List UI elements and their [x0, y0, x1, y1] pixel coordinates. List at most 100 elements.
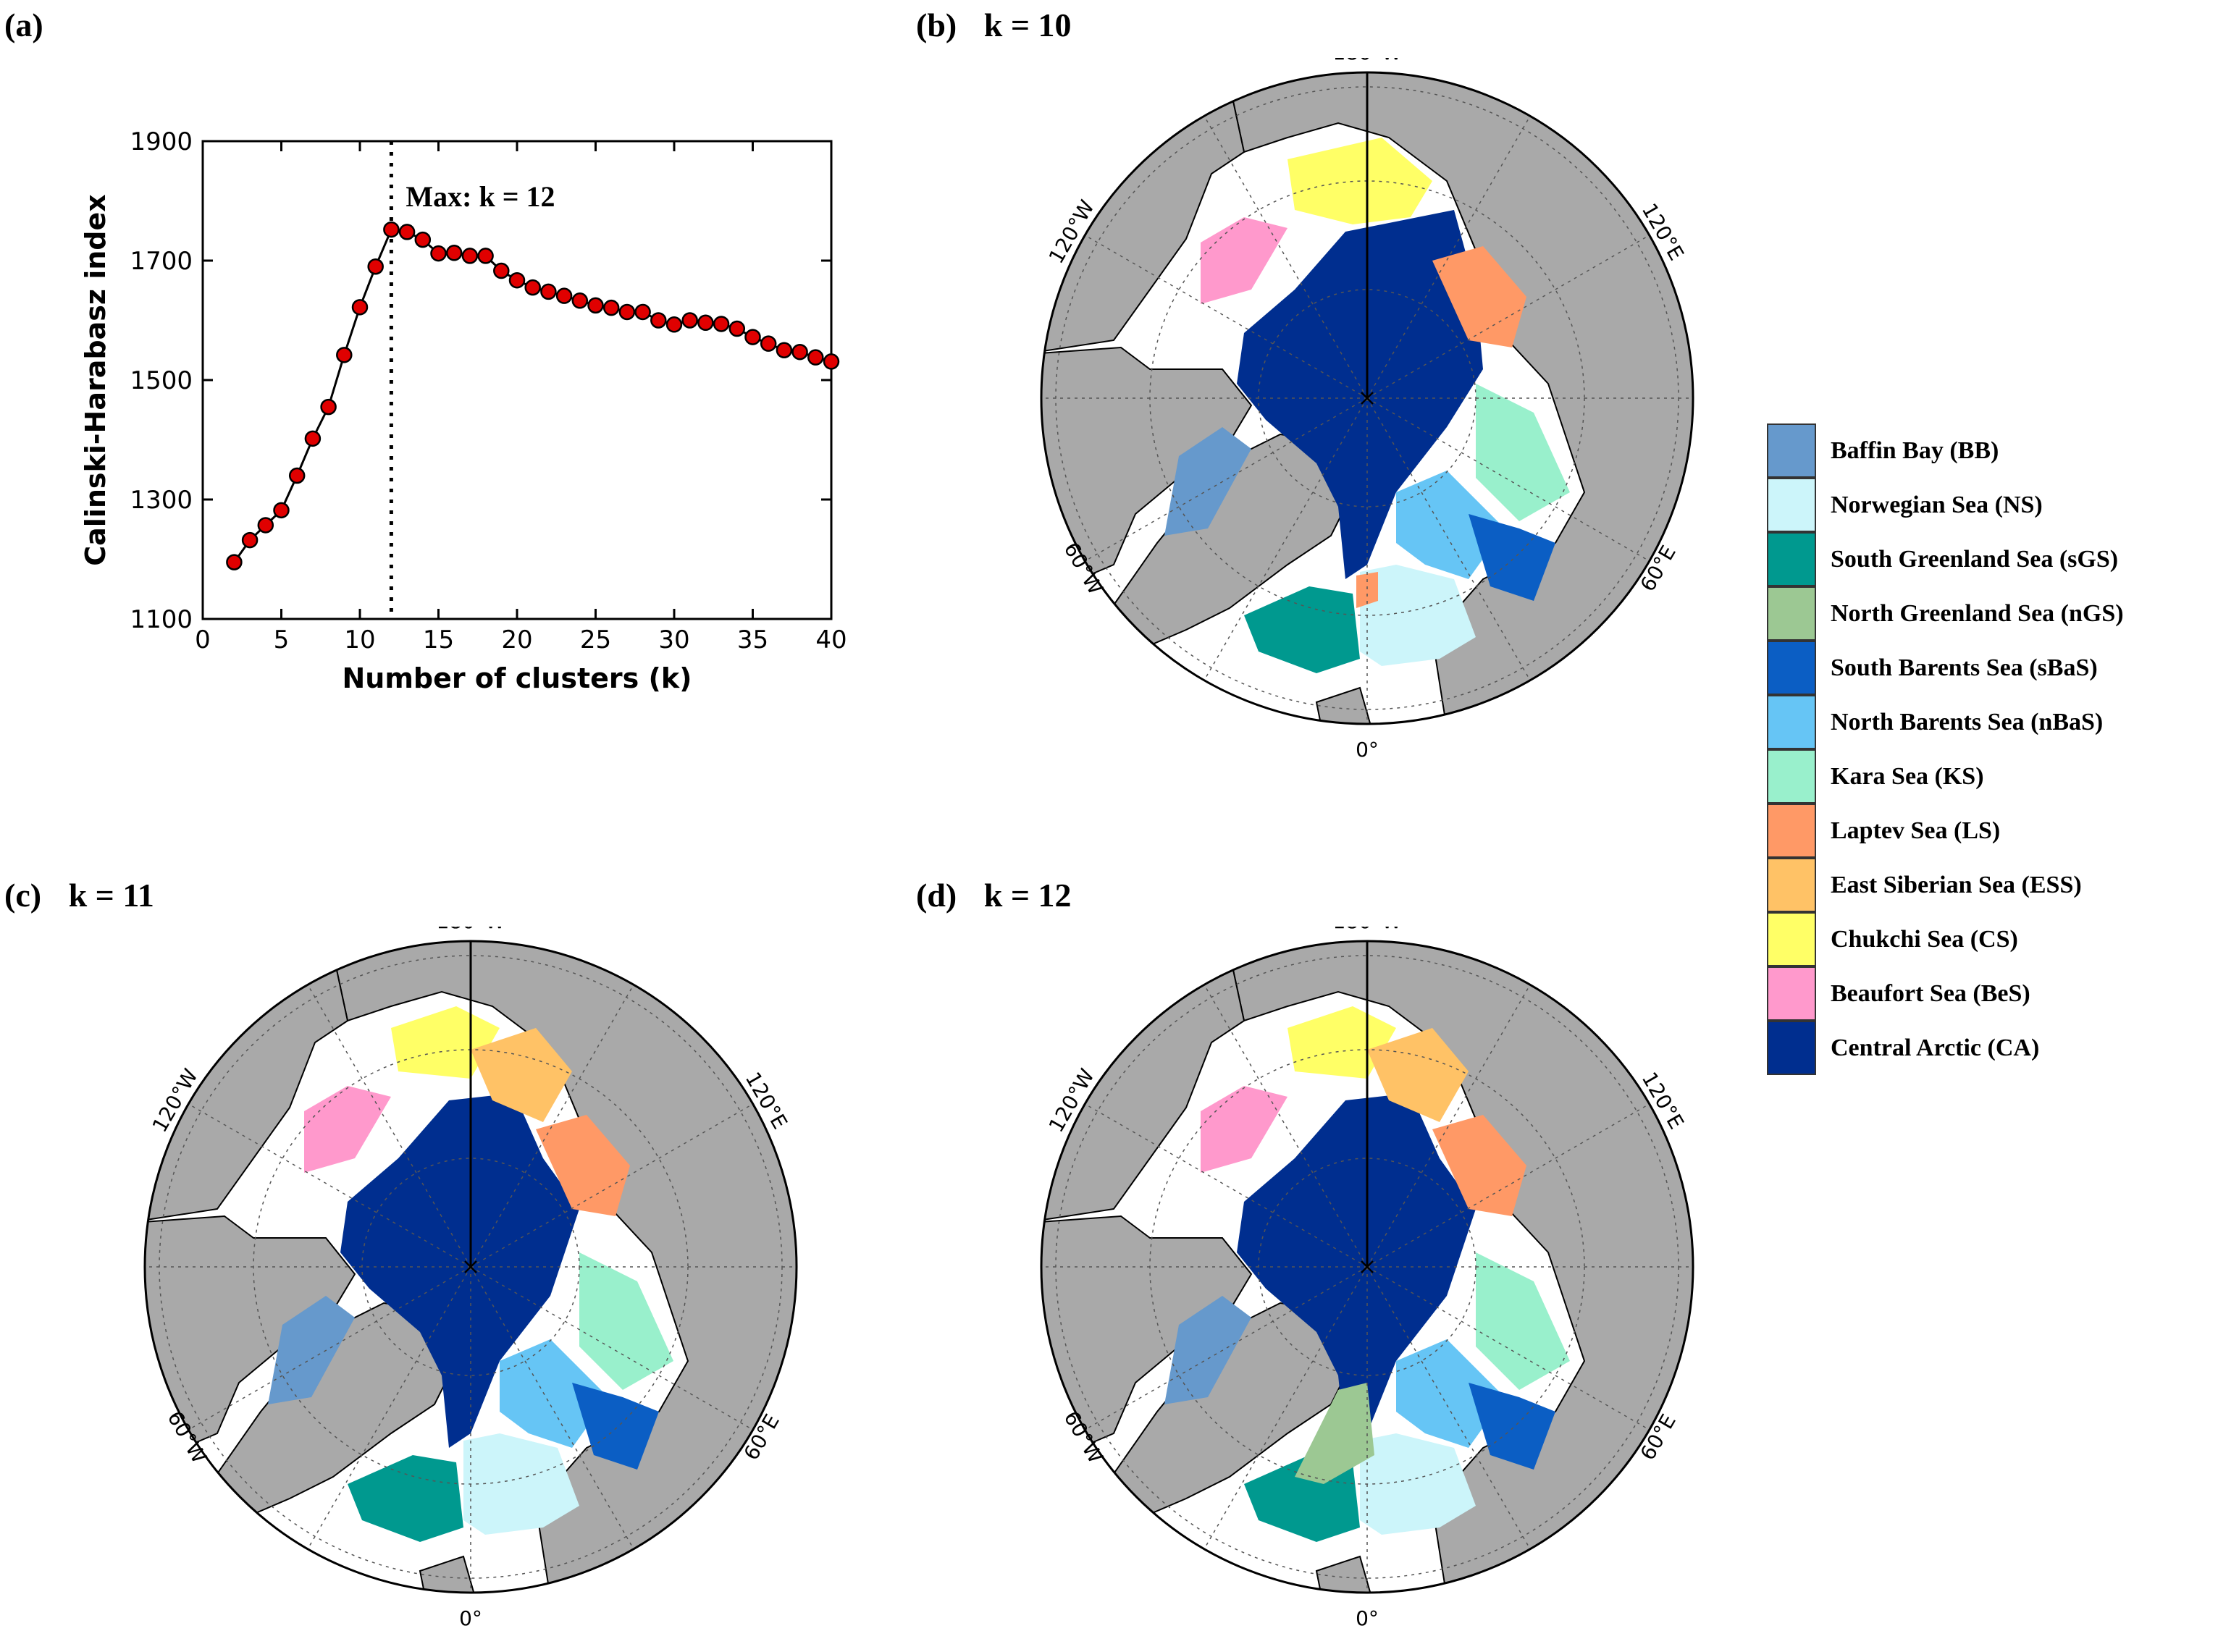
panel-b-label: (b) k = 10	[916, 6, 1072, 44]
sea-central-arctic	[340, 1093, 579, 1448]
y-tick-label: 1100	[130, 605, 193, 634]
panel-b-k: k = 10	[983, 7, 1072, 43]
y-tick-label: 1700	[130, 247, 193, 276]
sea-kara	[579, 1252, 673, 1390]
sea-beaufort	[1201, 1086, 1287, 1173]
data-point	[351, 299, 369, 316]
lon-label-180w: 180°W	[436, 927, 505, 933]
data-point	[587, 297, 604, 314]
data-point	[241, 531, 259, 549]
y-axis-label: Calinski-Harabasz index	[80, 194, 112, 566]
legend-label: Central Arctic (CA)	[1831, 1034, 2040, 1061]
data-point	[571, 292, 589, 309]
data-point	[555, 287, 573, 304]
x-tick-label: 25	[580, 625, 611, 654]
legend-item: Chukchi Sea (CS)	[1767, 912, 2124, 966]
sea-laptev-patch	[1356, 572, 1378, 608]
sea-laptev	[1432, 246, 1526, 347]
legend-swatch	[1767, 966, 1816, 1021]
sea-south-barents	[1469, 1383, 1555, 1470]
panel-c-label: (c) k = 11	[4, 876, 154, 914]
sea-baffin	[268, 1296, 355, 1404]
lon-label-0: 0°	[1356, 738, 1379, 762]
legend-item: Central Arctic (CA)	[1767, 1021, 2124, 1075]
legend-swatch	[1767, 1021, 1816, 1075]
legend-swatch	[1767, 478, 1816, 532]
data-point	[728, 320, 746, 337]
legend-item: Laptev Sea (LS)	[1767, 804, 2124, 858]
x-tick-label: 0	[195, 625, 211, 654]
legend-item: Baffin Bay (BB)	[1767, 423, 2124, 478]
map-content	[145, 941, 797, 1593]
sea-norwegian	[1360, 565, 1476, 666]
legend-item: North Greenland Sea (nGS)	[1767, 586, 2124, 641]
data-point	[713, 316, 730, 332]
data-point	[540, 283, 557, 300]
pole-marker	[1361, 1260, 1374, 1273]
legend-label: Chukchi Sea (CS)	[1831, 925, 2018, 953]
data-point	[681, 312, 698, 329]
data-point	[618, 303, 636, 321]
land-eurasia	[1221, 72, 1693, 724]
data-point	[273, 502, 290, 519]
data-point	[226, 554, 243, 570]
y-tick-label: 1300	[130, 486, 193, 515]
legend-item: East Siberian Sea (ESS)	[1767, 858, 2124, 912]
legend-swatch	[1767, 532, 1816, 586]
legend-item: Norwegian Sea (NS)	[1767, 478, 2124, 532]
data-point	[508, 271, 526, 289]
data-point	[257, 517, 274, 534]
panel-c-letter: (c)	[4, 877, 42, 914]
map-content	[1041, 941, 1693, 1593]
legend-label: Laptev Sea (LS)	[1831, 817, 2001, 844]
legend-label: Kara Sea (KS)	[1831, 762, 1984, 790]
x-tick-label: 35	[737, 625, 768, 654]
sea-east-siberian	[1367, 1028, 1469, 1122]
data-point	[304, 430, 322, 447]
legend-item: Kara Sea (KS)	[1767, 749, 2124, 804]
data-point	[445, 245, 463, 261]
map-content	[1041, 72, 1693, 724]
panel-b-letter: (b)	[916, 7, 957, 43]
legend-label: North Greenland Sea (nGS)	[1831, 599, 2124, 627]
y-tick-label: 1500	[130, 366, 193, 395]
x-tick-label: 30	[658, 625, 689, 654]
data-point	[807, 349, 824, 366]
legend-swatch	[1767, 912, 1816, 966]
lon-label-0: 0°	[1356, 1606, 1379, 1630]
sea-north-barents	[500, 1339, 608, 1448]
sea-chukchi	[391, 1006, 500, 1079]
data-point	[823, 353, 840, 370]
x-tick-label: 20	[501, 625, 532, 654]
data-point	[791, 343, 808, 361]
legend-item: North Barents Sea (nBaS)	[1767, 695, 2124, 749]
panel-d-letter: (d)	[916, 877, 957, 914]
sea-baffin	[1164, 1296, 1251, 1404]
sea-kara	[1476, 1252, 1570, 1390]
x-axis-label: Number of clusters (k)	[342, 662, 692, 694]
data-point	[634, 303, 651, 321]
sea-beaufort	[304, 1086, 391, 1173]
land-iceland	[1315, 686, 1376, 724]
data-point	[430, 245, 447, 262]
data-point	[336, 347, 353, 363]
ch-index-chart: 0 5 10 15 20 25 30 35 40 1100 1300 1500 1700 1900 Numb…	[80, 127, 847, 694]
sea-chukchi	[1287, 1006, 1396, 1079]
legend-label: North Barents Sea (nBaS)	[1831, 708, 2104, 736]
x-tick-label: 5	[274, 625, 290, 654]
sea-kara	[1476, 384, 1570, 521]
x-tick-label: 40	[815, 625, 847, 654]
data-point	[650, 312, 667, 329]
map-frame	[1040, 940, 1694, 1594]
legend: Baffin Bay (BB) Norwegian Sea (NS) South…	[1767, 423, 2124, 1075]
sea-baffin	[1164, 427, 1251, 536]
sea-south-greenland	[348, 1455, 463, 1542]
sea-laptev	[1432, 1115, 1526, 1216]
data-point	[760, 335, 777, 352]
sea-east-siberian	[471, 1028, 572, 1122]
lon-label-180w: 180°W	[1332, 58, 1401, 64]
panel-d-label: (d) k = 12	[916, 876, 1072, 914]
